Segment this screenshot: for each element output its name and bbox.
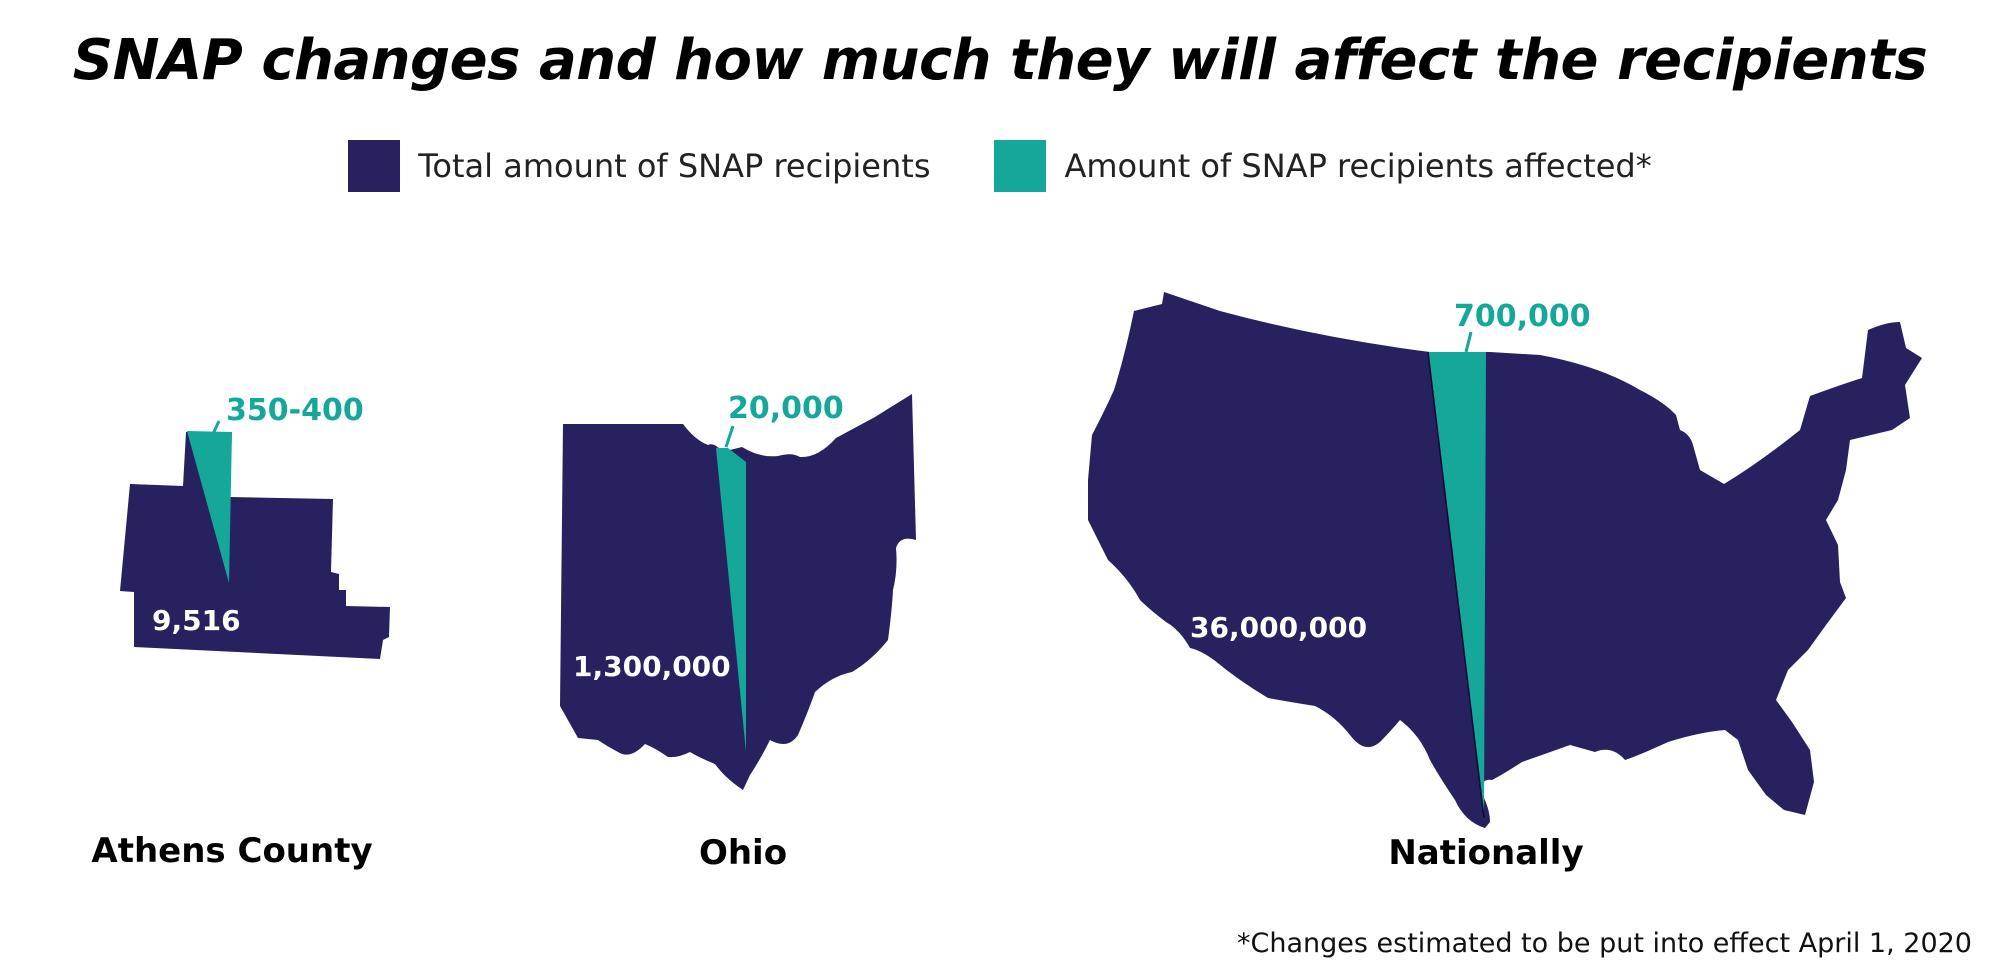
athens-county-region-label: Athens County: [91, 831, 372, 871]
nationally-wedge-edge: [1427, 351, 1485, 819]
footnote: *Changes estimated to be put into effect…: [1237, 928, 1972, 959]
chart-title: SNAP changes and how much they will affe…: [72, 28, 1928, 93]
nationally-total-label: 36,000,000: [1190, 611, 1367, 644]
legend-item-total: Total amount of SNAP recipients: [348, 140, 930, 192]
legend-swatch-total: [348, 140, 401, 192]
athens-county-leader-line: [210, 420, 221, 437]
nationally-region-label: Nationally: [1388, 833, 1583, 873]
athens-county-affected-label: 350-400: [226, 393, 364, 428]
legend-swatch-affected: [994, 140, 1047, 192]
legend-item-affected: Amount of SNAP recipients affected*: [994, 140, 1652, 192]
usa-shape: [1088, 292, 1922, 828]
athens-county-total-label: 9,516: [152, 604, 241, 637]
ohio-affected-wedge: [716, 448, 746, 752]
athens-county-affected-wedge: [187, 431, 232, 583]
ohio-region-label: Ohio: [699, 833, 787, 873]
legend: Total amount of SNAP recipients Amount o…: [0, 140, 2000, 192]
ohio-total-label: 1,300,000: [573, 650, 731, 683]
ohio-affected-label: 20,000: [728, 391, 844, 426]
ohio-leader-line: [724, 425, 735, 448]
nationally-affected-label: 700,000: [1454, 299, 1591, 334]
ohio-group: 20,000 1,300,000 Ohio: [560, 391, 916, 873]
athens-county-shape: [120, 432, 390, 659]
athens-county-group: 350-400 9,516 Athens County: [91, 393, 390, 871]
nationally-group: 700,000 36,000,000 Nationally: [1088, 292, 1922, 873]
nationally-leader-line: [1464, 331, 1473, 353]
legend-label-affected: Amount of SNAP recipients affected*: [1064, 147, 1652, 185]
legend-label-total: Total amount of SNAP recipients: [418, 147, 931, 185]
